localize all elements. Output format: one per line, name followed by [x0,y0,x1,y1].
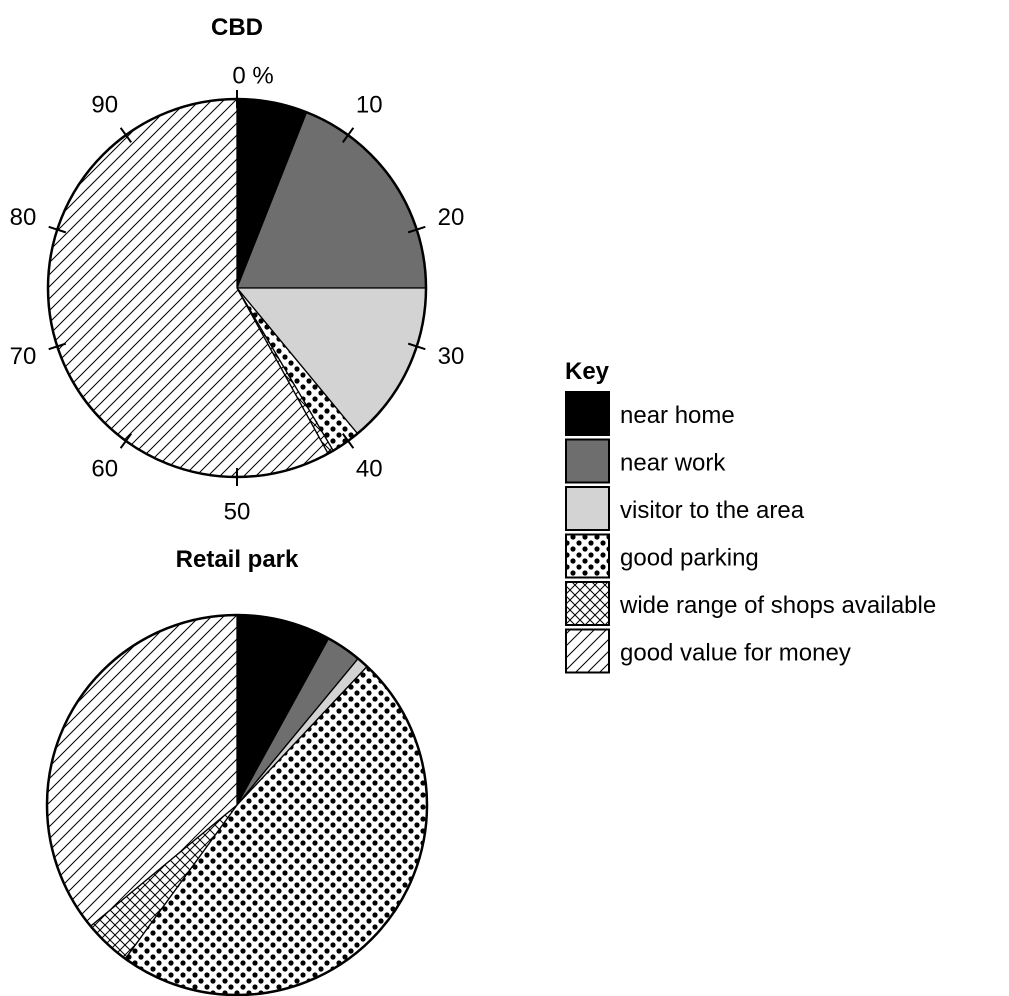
key-swatch-wide-range-of-shops-available [565,581,610,626]
cbd-tick-label-40: 40 [356,455,383,482]
key-title: Key [565,358,610,385]
key-label-good-value-for-money: good value for money [620,640,851,667]
cbd-pie [47,98,427,478]
cbd-tick-label-60: 60 [91,455,118,482]
key-label-good-parking: good parking [620,545,759,572]
cbd-tick-label-50: 50 [224,498,251,525]
retail-park-pie-outline [45,613,429,996]
key-legend: near home near work visitor to the area goo… [565,391,936,674]
retail-park-pie [46,614,428,996]
cbd-scale: 0 % 10 20 30 40 50 60 70 80 90 [10,62,465,525]
cbd-tick-label-80: 80 [10,204,37,231]
key-label-near-home: near home [620,402,735,429]
cbd-tick-70 [48,342,67,351]
cbd-tick-label-20: 20 [438,204,465,231]
cbd-tick-label-90: 90 [91,91,118,118]
cbd-tick-label-10: 10 [356,91,383,118]
key-label-visitor-to-the-area: visitor to the area [620,497,805,524]
cbd-tick-10 [341,127,355,143]
cbd-tick-40 [341,433,355,449]
key-swatch-good-value-for-money [565,628,610,674]
cbd-tick-60 [119,433,133,449]
cbd-tick-80 [48,225,67,234]
cbd-tick-label-30: 30 [438,343,465,370]
cbd-chart-title: CBD [211,14,263,41]
key-label-wide-range-of-shops-available: wide range of shops available [619,592,936,619]
retail-park-chart-title: Retail park [176,546,299,573]
key-swatch-good-parking [565,533,610,579]
cbd-tick-label-70: 70 [10,343,37,370]
cbd-tick-label-0: 0 % [232,62,273,89]
key-swatch-visitor-to-the-area [565,486,610,531]
key-swatch-near-home [565,391,610,436]
key-swatch-near-work [565,438,610,484]
key-label-near-work: near work [620,450,726,477]
cbd-tick-90 [119,127,133,143]
cbd-tick-20 [407,225,426,234]
cbd-tick-30 [407,342,426,351]
